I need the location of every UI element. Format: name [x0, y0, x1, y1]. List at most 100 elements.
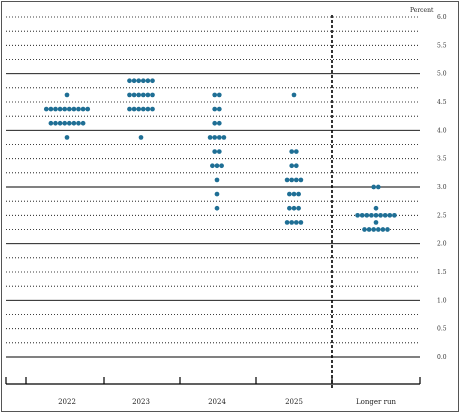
data-point [214, 177, 220, 183]
data-point [385, 227, 390, 232]
data-point [284, 177, 290, 183]
data-point [382, 212, 388, 218]
data-point [127, 106, 132, 112]
data-point [57, 120, 63, 126]
data-point [289, 163, 295, 169]
data-point [150, 92, 155, 98]
data-point [371, 227, 377, 232]
data-point [289, 220, 295, 225]
data-point [64, 92, 70, 98]
data-point [216, 92, 222, 98]
x-tick-label: Longer run [356, 398, 396, 406]
data-point [136, 92, 142, 98]
y-tick-label: 0.0 [437, 354, 447, 361]
data-point [48, 120, 54, 126]
y-tick-label: 3.5 [437, 156, 447, 163]
data-point [62, 120, 68, 126]
data-point [293, 177, 299, 183]
x-tick-label: 2024 [208, 398, 226, 406]
x-tick-label: 2023 [132, 398, 150, 406]
data-point [140, 78, 146, 84]
data-point [145, 92, 151, 98]
data-point [214, 191, 220, 197]
y-tick-label: 2.5 [437, 212, 447, 219]
data-points [43, 78, 397, 232]
data-point [296, 205, 301, 211]
data-point [293, 163, 299, 169]
y-tick-label: 4.0 [437, 127, 447, 134]
y-tick-label: 6.0 [437, 14, 447, 21]
data-point [150, 78, 155, 84]
data-point [291, 205, 297, 211]
data-point [80, 120, 86, 126]
y-tick-labels: 0.0 0.5 1.0 1.5 2.0 2.5 3.0 3.5 4.0 4.5 5.0 5.5 6.0 [437, 14, 447, 361]
data-point [298, 220, 304, 225]
data-point [62, 106, 68, 112]
data-point [364, 212, 370, 218]
data-point [293, 149, 299, 154]
data-point [293, 220, 299, 225]
gridlines [6, 16, 420, 358]
data-point [298, 177, 304, 183]
data-point [387, 212, 393, 218]
y-tick-label: 0.5 [437, 326, 447, 333]
data-point [214, 205, 220, 211]
data-point [145, 78, 151, 84]
data-point [373, 212, 379, 218]
y-tick-label: 5.5 [437, 42, 447, 49]
data-point [369, 212, 374, 218]
data-point [216, 120, 222, 126]
data-point [71, 120, 77, 126]
data-point [207, 135, 213, 140]
data-point [140, 92, 146, 98]
data-point [66, 120, 72, 126]
data-point [76, 120, 81, 126]
data-point [57, 106, 63, 112]
data-point [375, 184, 381, 190]
x-tick-label: 2025 [285, 398, 303, 406]
data-point [48, 106, 54, 112]
data-point [136, 106, 142, 112]
data-point [221, 135, 227, 140]
data-point [216, 106, 222, 112]
data-point [392, 212, 397, 218]
data-point [85, 106, 91, 112]
data-point [380, 227, 386, 232]
data-point [131, 78, 137, 84]
data-point [375, 227, 381, 232]
data-point [43, 106, 49, 112]
data-point [66, 106, 72, 112]
data-point [378, 212, 383, 218]
data-point [289, 177, 295, 183]
data-point [138, 135, 144, 140]
y-tick-label: 1.0 [437, 297, 447, 304]
data-point [131, 92, 137, 98]
data-point [216, 149, 222, 154]
data-point [53, 106, 58, 112]
data-point [80, 106, 86, 112]
data-point [287, 205, 292, 211]
data-point [127, 78, 132, 84]
data-point [214, 163, 220, 169]
data-point [131, 106, 137, 112]
data-point [216, 135, 222, 140]
y-tick-label: 2.0 [437, 241, 447, 248]
y-tick-label: 4.5 [437, 99, 447, 106]
data-point [53, 120, 58, 126]
y-tick-label: 3.0 [437, 184, 447, 191]
data-point [127, 92, 132, 98]
data-point [366, 227, 372, 232]
data-point [212, 106, 218, 112]
data-point [219, 163, 224, 169]
data-point [289, 149, 295, 154]
data-point [373, 220, 379, 225]
data-point [355, 212, 360, 218]
data-point [212, 149, 218, 154]
data-point [212, 135, 218, 140]
data-point [76, 106, 81, 112]
data-point [284, 220, 290, 225]
data-point [140, 106, 146, 112]
data-point [291, 191, 297, 197]
